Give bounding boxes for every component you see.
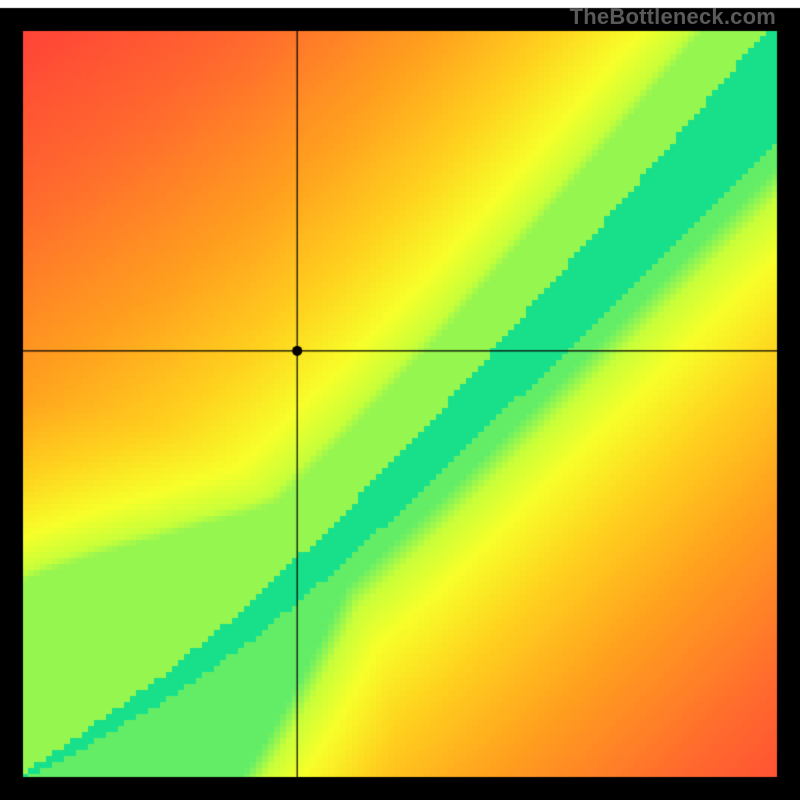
bottleneck-heatmap — [0, 0, 800, 800]
watermark-text: TheBottleneck.com — [570, 4, 776, 30]
